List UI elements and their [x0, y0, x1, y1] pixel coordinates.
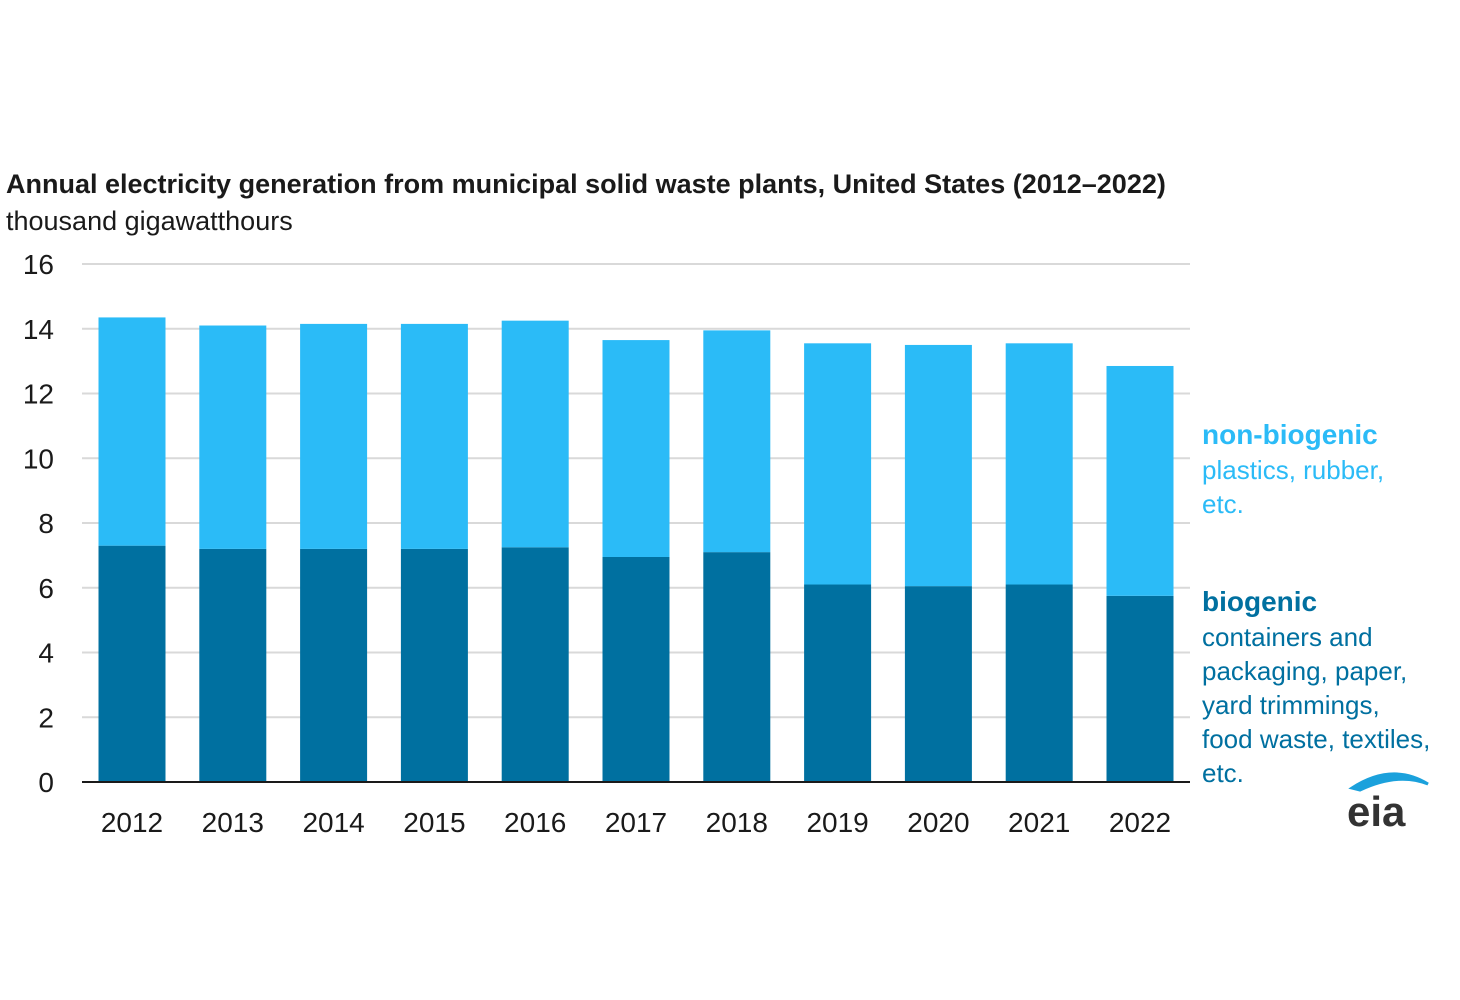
bars: [98, 317, 1174, 782]
eia-logo-arc: [1348, 772, 1429, 792]
legend-non-biogenic-description: plastics, rubber, etc.: [1202, 455, 1384, 519]
bar-biogenic-2012: [98, 545, 166, 782]
bar-non-biogenic-2016: [501, 320, 569, 548]
eia-logo: eia: [1347, 772, 1429, 835]
y-tick-label: 8: [38, 508, 54, 539]
y-tick-label: 4: [38, 638, 54, 669]
y-tick-label: 2: [38, 702, 54, 733]
y-tick-label: 10: [23, 443, 54, 474]
x-tick-label: 2021: [1008, 807, 1070, 838]
legend-biogenic-description: containers and packaging, paper, yard trim…: [1202, 622, 1430, 788]
bar-non-biogenic-2018: [703, 330, 771, 553]
bar-non-biogenic-2015: [400, 323, 468, 549]
bar-biogenic-2017: [602, 556, 670, 782]
bar-non-biogenic-2022: [1106, 365, 1174, 596]
bar-biogenic-2020: [904, 586, 972, 782]
x-axis-ticks: 2012 2013 2014 2015 2016 2017 2018 2019 2020 2021…: [101, 807, 1171, 838]
legend-description-line: etc.: [1202, 758, 1244, 788]
legend-biogenic-label: biogenic: [1202, 586, 1317, 617]
bar-non-biogenic-2012: [98, 317, 166, 546]
eia-logo-text: eia: [1347, 788, 1406, 835]
legend-description-line: containers and: [1202, 622, 1373, 652]
bar-biogenic-2021: [1005, 584, 1073, 782]
bar-non-biogenic-2014: [300, 323, 368, 549]
legend: non-biogenic plastics, rubber, etc. bioge…: [1202, 419, 1430, 788]
y-tick-label: 0: [38, 767, 54, 798]
bar-biogenic-2014: [300, 548, 368, 782]
legend-description-line: etc.: [1202, 489, 1244, 519]
bar-biogenic-2018: [703, 552, 771, 782]
y-tick-label: 6: [38, 573, 54, 604]
legend-description-line: food waste, textiles,: [1202, 724, 1430, 754]
chart-subtitle: thousand gigawatthours: [6, 206, 293, 236]
x-tick-label: 2022: [1109, 807, 1171, 838]
bar-biogenic-2013: [199, 548, 267, 782]
x-tick-label: 2012: [101, 807, 163, 838]
x-tick-label: 2019: [806, 807, 868, 838]
legend-description-line: plastics, rubber,: [1202, 455, 1384, 485]
bar-non-biogenic-2013: [199, 325, 267, 549]
y-tick-label: 14: [23, 314, 54, 345]
x-tick-label: 2020: [907, 807, 969, 838]
legend-description-line: yard trimmings,: [1202, 690, 1380, 720]
bar-biogenic-2015: [400, 548, 468, 782]
bar-biogenic-2019: [804, 584, 872, 782]
y-tick-label: 12: [23, 379, 54, 410]
y-tick-label: 16: [23, 249, 54, 280]
x-tick-label: 2015: [403, 807, 465, 838]
legend-non-biogenic-label: non-biogenic: [1202, 419, 1378, 450]
bar-biogenic-2016: [501, 547, 569, 782]
bar-non-biogenic-2020: [904, 344, 972, 587]
legend-description-line: packaging, paper,: [1202, 656, 1407, 686]
x-tick-label: 2017: [605, 807, 667, 838]
bar-non-biogenic-2019: [804, 343, 872, 585]
x-tick-label: 2014: [302, 807, 364, 838]
x-tick-label: 2018: [706, 807, 768, 838]
bar-biogenic-2022: [1106, 595, 1174, 782]
y-axis-ticks: 0 2 4 6 8 10 12 14 16: [23, 249, 54, 798]
x-tick-label: 2013: [202, 807, 264, 838]
x-tick-label: 2016: [504, 807, 566, 838]
bar-non-biogenic-2021: [1005, 343, 1073, 585]
chart-title: Annual electricity generation from munic…: [6, 169, 1166, 199]
bar-non-biogenic-2017: [602, 340, 670, 557]
